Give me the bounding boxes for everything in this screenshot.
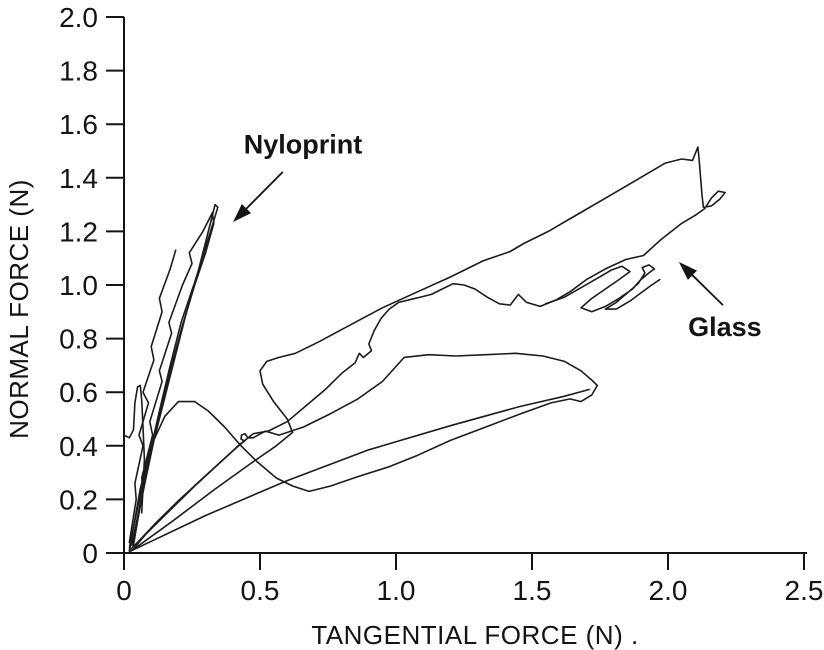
- annotation-label-glass: Glass: [688, 312, 762, 342]
- y-tick-label: 1.8: [59, 56, 98, 87]
- y-tick-label: 0.4: [59, 431, 98, 462]
- trace-glass: [544, 264, 661, 313]
- y-tick-label: 0.6: [59, 377, 98, 408]
- x-tick-label: 2.5: [785, 575, 824, 606]
- annotation-arrowhead-glass: [678, 261, 698, 280]
- x-axis-title: TANGENTIAL FORCE (N) .: [311, 620, 638, 650]
- annotation-arrowhead-nyloprint: [233, 203, 252, 223]
- axis-ticks-layer: 0 0.2 0.4 0.6 0.8 1.0 1.2 1.4 1.6 1.8 2.0 0 0.5 1.0 1.…: [59, 2, 823, 606]
- trace-nyloprint: [123, 384, 146, 514]
- x-tick-label: 0.5: [241, 575, 280, 606]
- x-tick-label: 0: [116, 575, 132, 606]
- trace-nyloprint: [131, 211, 215, 546]
- annotation-arrow-glass: [688, 271, 724, 306]
- y-tick-label: 2.0: [59, 2, 98, 33]
- y-axis-title: NORMAL FORCE (N): [4, 179, 34, 439]
- annotations-layer: Nyloprint Glass: [233, 129, 762, 342]
- x-tick-label: 2.0: [649, 575, 688, 606]
- y-tick-label: 0.2: [59, 484, 98, 515]
- annotation-label-nyloprint: Nyloprint: [244, 129, 363, 159]
- trace-glass: [128, 352, 599, 552]
- annotation-arrow-nyloprint: [243, 171, 284, 213]
- y-tick-label: 1.6: [59, 109, 98, 140]
- trace-glass: [131, 146, 726, 552]
- x-tick-label: 1.5: [513, 575, 552, 606]
- trace-glass: [128, 388, 590, 553]
- y-tick-label: 1.0: [59, 270, 98, 301]
- x-tick-label: 1.0: [377, 575, 416, 606]
- y-tick-label: 0: [82, 538, 98, 569]
- y-tick-label: 1.2: [59, 216, 98, 247]
- y-tick-label: 1.4: [59, 163, 98, 194]
- axis-frame: [123, 17, 807, 554]
- y-tick-label: 0.8: [59, 324, 98, 355]
- trace-nyloprint: [128, 249, 177, 544]
- traces-layer: [123, 146, 726, 553]
